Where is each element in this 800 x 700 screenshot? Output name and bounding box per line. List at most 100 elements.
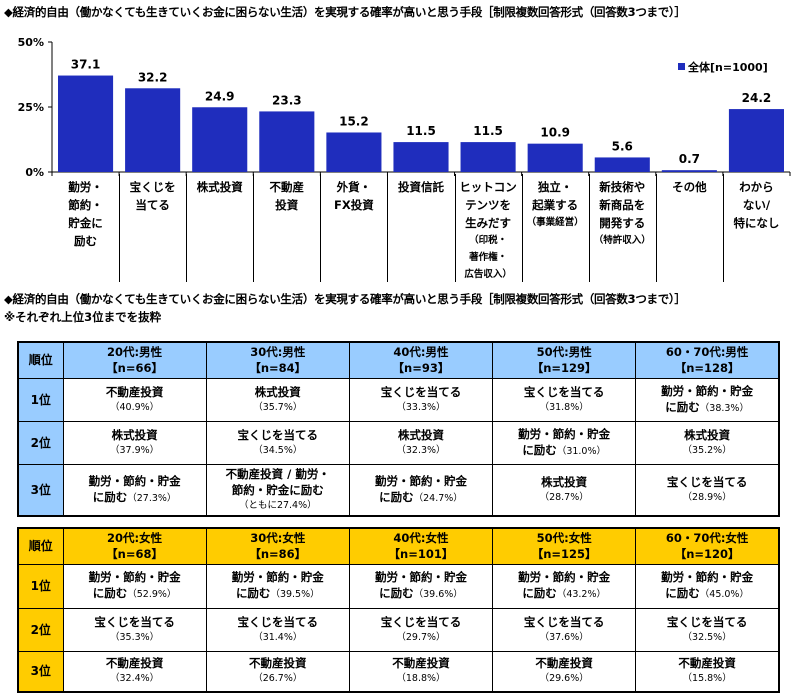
- item-name: 宝くじを当てる: [666, 474, 748, 489]
- ranking-cell: 宝くじを当てる （37.6%）: [492, 607, 637, 652]
- category-divider: [119, 174, 121, 282]
- percentage: （31.8%）: [539, 401, 589, 413]
- category-label-line: FX投資: [334, 198, 374, 212]
- percentage: （32.5%）: [682, 631, 732, 643]
- data-label: 15.2: [339, 114, 369, 128]
- category-label-line: 開発する: [599, 216, 646, 230]
- item-name-cont: に励む: [235, 586, 271, 600]
- ranking-cell: 宝くじを当てる （29.7%）: [348, 607, 494, 652]
- category-divider: [588, 174, 590, 282]
- item-name-cont: に励む: [92, 489, 128, 504]
- item-name: 勤労・節約・貯金: [374, 570, 467, 584]
- sample-size: 【n=68】: [106, 547, 163, 562]
- category-divider: [320, 174, 322, 282]
- category-label-line: 株式投資: [196, 180, 243, 194]
- bar: [594, 157, 650, 172]
- group-header: 50代:女性 【n=125】: [492, 527, 637, 565]
- bar: [259, 111, 315, 172]
- category-divider: [722, 174, 724, 282]
- rank-cell: 2位: [17, 420, 64, 465]
- percentage: （29.6%）: [539, 673, 589, 685]
- category-label-line: わから: [739, 180, 774, 194]
- category-label-line: 新商品を: [599, 198, 646, 212]
- item-name: 宝くじを当てる: [666, 614, 748, 629]
- percentage: （15.8%）: [682, 673, 732, 685]
- item-name-cont: に励む: [665, 399, 700, 414]
- ranking-cell: 株式投資 （37.9%）: [62, 420, 207, 465]
- percentage: （ともに27.4%）: [238, 499, 317, 511]
- rank-cell: 1位: [17, 377, 64, 422]
- item-name: 株式投資: [254, 384, 301, 399]
- data-label: 5.6: [612, 139, 633, 153]
- percentage: （24.7%）: [413, 492, 463, 504]
- ranking-cell: 宝くじを当てる （35.3%）: [62, 607, 207, 652]
- percentage: （28.9%）: [682, 491, 732, 503]
- group-header: 50代:男性 【n=129】: [492, 341, 637, 379]
- category-label-line: 励む: [74, 234, 98, 248]
- item-name: 勤労・節約・貯金: [661, 570, 754, 584]
- ranking-cell: 株式投資 （28.7%）: [492, 463, 637, 517]
- group-header: 30代:男性 【n=84】: [205, 341, 350, 379]
- ranking-cell: 宝くじを当てる （28.9%）: [635, 463, 780, 517]
- item-name: 宝くじを当てる: [380, 384, 462, 399]
- category-label-sub: （特許収入）: [593, 235, 651, 246]
- percentage: （37.6%）: [539, 631, 589, 643]
- ranking-cell: 不動産投資 （26.7%）: [205, 650, 350, 693]
- category-label-line: 勤労・: [68, 180, 103, 194]
- sample-size: 【n=86】: [249, 547, 307, 562]
- ranking-cell: 勤労・節約・貯金 に励む（39.5%）: [205, 563, 350, 609]
- group-header: 30代:女性 【n=86】: [205, 527, 350, 565]
- data-label: 0.7: [679, 152, 700, 166]
- data-label: 24.9: [205, 89, 235, 103]
- category-label: その他: [656, 178, 723, 196]
- item-name: 株式投資: [684, 427, 731, 442]
- percentage: （40.9%）: [110, 401, 160, 413]
- rank-cell: 3位: [17, 463, 64, 517]
- item-name: 不動産投資: [105, 656, 164, 671]
- male-ranking-table: 順位 20代:男性 【n=66】 30代:男性 【n=84】 40代:男性 【n=93】 50…: [17, 341, 780, 517]
- ranking-cell: 勤労・節約・貯金 に励む（38.3%）: [635, 377, 780, 422]
- ranking-cell: 勤労・節約・貯金 に励む（52.9%）: [62, 563, 207, 609]
- item-name: 不動産投資: [249, 656, 307, 671]
- percentage: （18.8%）: [396, 673, 446, 685]
- percentage: （52.9%）: [127, 589, 177, 600]
- ranking-cell: 勤労・節約・貯金 に励む（24.7%）: [348, 463, 494, 517]
- ranking-cell: 株式投資 （35.2%）: [635, 420, 780, 465]
- bar: [527, 143, 583, 172]
- ranking-cell: 宝くじを当てる （31.8%）: [492, 377, 637, 422]
- category-label-line: 起業する: [532, 198, 579, 212]
- percentage: （34.5%）: [253, 444, 303, 456]
- item-name-cont: に励む: [522, 442, 557, 457]
- item-name: 勤労・節約・貯金: [661, 383, 754, 398]
- percentage: （38.3%）: [699, 402, 749, 414]
- category-label-line: その他: [672, 180, 707, 194]
- sample-size: 【n=120】: [674, 547, 740, 562]
- ranking-cell: 不動産投資 （18.8%）: [348, 650, 494, 693]
- group-header: 60・70代:男性 【n=128】: [635, 341, 780, 379]
- category-label-line: 不動産: [269, 180, 305, 194]
- group-label: 50代:男性: [536, 345, 592, 360]
- ranking-cell: 勤労・節約・貯金 に励む（31.0%）: [492, 420, 637, 465]
- group-label: 20代:男性: [107, 345, 163, 360]
- category-label-line: ヒットコン: [459, 180, 517, 194]
- category-label-line: 投資: [275, 198, 299, 212]
- percentage: （43.2%）: [556, 589, 606, 600]
- percentage: （32.4%）: [110, 673, 160, 685]
- category-label-sub: （印税・: [469, 235, 508, 246]
- chart-title: ◆経済的自由（働かなくても生きていくお金に困らない生活）を実現する確率が高いと思…: [4, 5, 686, 19]
- group-label: 30代:男性: [250, 345, 306, 360]
- bar: [728, 109, 784, 172]
- ranking-cell: 株式投資 （32.3%）: [348, 420, 494, 465]
- group-header: 40代:女性 【n=101】: [348, 527, 494, 565]
- group-label: 30代:女性: [250, 531, 306, 546]
- item-name-cont: に励む: [379, 586, 414, 600]
- data-label: 24.2: [742, 91, 772, 105]
- data-label: 32.2: [138, 70, 168, 84]
- bar: [661, 170, 717, 172]
- item-name: 勤労・節約・貯金: [88, 473, 181, 488]
- category-label: 独立・ 起業する （事業経営）: [522, 178, 589, 231]
- category-label-line: テンツを: [465, 198, 512, 212]
- ranking-cell: 宝くじを当てる （34.5%）: [205, 420, 350, 465]
- category-label: 不動産 投資: [253, 178, 320, 214]
- category-label-line: 独立・: [537, 180, 573, 194]
